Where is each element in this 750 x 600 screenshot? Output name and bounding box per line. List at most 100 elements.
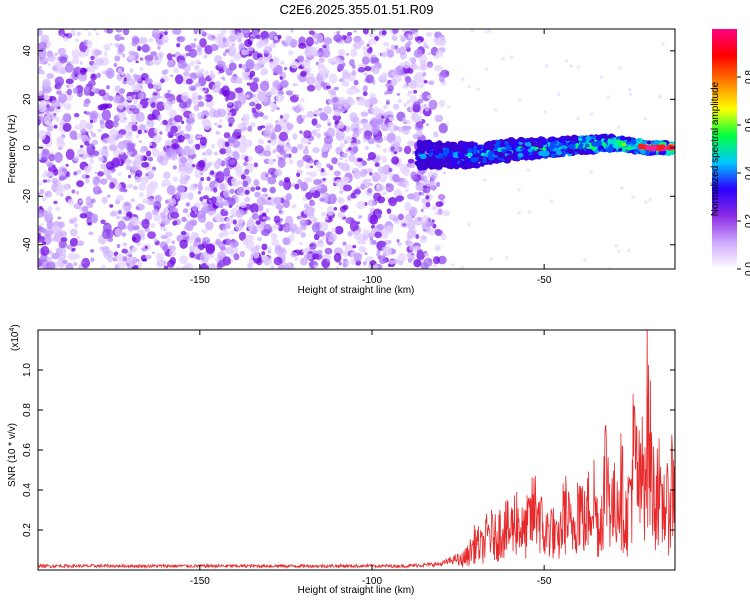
spectrogram-cell	[290, 146, 298, 154]
spectrogram-cell	[283, 176, 291, 183]
spectrogram-cell	[320, 81, 326, 87]
spectrogram-cell	[263, 49, 269, 54]
spectrogram-cell	[181, 216, 187, 223]
spectrogram-cell	[245, 234, 254, 242]
spectrogram-cell	[86, 143, 96, 156]
spectrogram-cell	[224, 157, 228, 162]
spectrogram-cell	[369, 97, 379, 105]
spectrogram-cell	[334, 225, 344, 235]
spectrogram-cell	[47, 62, 51, 67]
spectrogram-cell	[78, 51, 86, 58]
spectrogram-cell	[114, 42, 120, 48]
spectrogram-cell	[599, 75, 604, 79]
spectrogram-cell	[351, 70, 357, 76]
spectrogram-cell	[144, 54, 154, 62]
spectrogram-signal-cell	[507, 158, 511, 162]
spectrogram-cell	[440, 233, 447, 241]
spectrogram-cell	[79, 212, 88, 219]
spectrogram-signal-cell	[500, 144, 504, 148]
spectrogram-cell	[223, 189, 231, 198]
spectrogram-signal-cell	[613, 137, 617, 141]
spectrogram-cell	[118, 149, 125, 155]
spectrogram-cell	[342, 241, 347, 246]
spectrogram-cell	[204, 186, 211, 192]
spectrogram-cell	[309, 242, 317, 251]
spectrogram-signal-cell	[541, 147, 547, 152]
spectrogram-cell	[184, 44, 192, 52]
spectrogram-cell	[134, 153, 142, 162]
spectrogram-cell	[131, 107, 140, 115]
spectrogram-cell	[219, 197, 223, 201]
spectrogram-signal-cell	[507, 137, 515, 144]
spectrogram-cell	[141, 44, 150, 53]
spectrogram-signal-cell	[630, 139, 637, 145]
spectrogram-cell	[74, 124, 82, 130]
spectrogram-signal-cell	[507, 150, 513, 155]
spectrogram-cell	[301, 114, 308, 119]
spectrogram-cell	[345, 52, 350, 56]
spectrogram-cell	[199, 38, 207, 48]
spectrogram-cell	[333, 86, 339, 91]
spectrogram-cell	[53, 200, 58, 205]
spectrogram-cell	[237, 218, 244, 225]
spectrogram-cell	[151, 251, 156, 255]
spectrogram-cell	[306, 210, 313, 216]
spectrogram-cell	[299, 219, 308, 227]
spectrogram-cell	[60, 184, 69, 191]
spectrogram-cell	[279, 217, 284, 222]
spectrogram-cell	[197, 135, 202, 139]
spectrogram-cell	[187, 192, 194, 201]
spectrogram-cell	[267, 158, 275, 166]
spectrogram-cell	[136, 261, 143, 268]
spectrogram-cell	[435, 50, 444, 58]
spectrogram-cell	[138, 140, 143, 143]
spectrogram-cell	[137, 45, 142, 52]
spectrogram-cell	[165, 155, 169, 159]
spectrogram-cell	[128, 254, 133, 258]
spectrogram-cell	[347, 147, 352, 151]
spectrogram-signal-cell	[568, 143, 576, 150]
colorbar-tick-label: 0.0	[744, 262, 750, 276]
spectrogram-cell	[103, 51, 108, 57]
spectrogram-cell	[393, 125, 400, 131]
spectrogram-cell	[658, 95, 662, 99]
spectrogram-cell	[317, 63, 324, 69]
spectrogram-cell	[423, 41, 427, 45]
spectrogram-cell	[41, 148, 51, 161]
spectrogram-cell	[132, 219, 138, 226]
spectrogram-cell	[460, 265, 464, 269]
spectrogram-cell	[300, 181, 309, 192]
spectrogram-signal-cell	[549, 136, 556, 142]
spectrogram-cell	[390, 44, 396, 50]
spectrogram-cell	[413, 89, 418, 94]
spectrogram-cell	[549, 199, 554, 204]
snr-y-axis-title: SNR (10 * v/v)	[7, 423, 18, 487]
spectrogram-cell	[265, 216, 271, 221]
spectrogram-cell	[129, 68, 134, 73]
spectrogram-signal-cell	[435, 159, 440, 163]
spectrogram-cell	[189, 184, 196, 191]
spectrogram-cell	[146, 97, 154, 104]
spectrogram-cell	[286, 123, 294, 131]
spectrogram-signal-cell	[486, 143, 490, 147]
spectrogram-cell	[326, 259, 331, 263]
spectrogram-cell	[85, 111, 91, 116]
spectrogram-cell	[245, 59, 255, 70]
spectrogram-cell	[235, 77, 243, 85]
spectrogram-cell	[228, 159, 236, 165]
spectrogram-cell	[148, 180, 159, 190]
spectrogram-cell	[104, 119, 115, 129]
spectrogram-signal-cell	[417, 165, 424, 171]
spectrogram-cell	[576, 116, 580, 121]
spectrogram-cell	[109, 182, 115, 190]
spectrogram-cell	[275, 203, 284, 210]
spectrogram-cell	[277, 157, 286, 168]
spectrogram-cell	[288, 50, 294, 56]
spectrogram-cell	[255, 220, 261, 225]
snr-y-tick-label: 0.2	[22, 523, 33, 537]
spectrogram-signal-cell	[525, 156, 530, 160]
spectrogram-cell	[42, 78, 51, 89]
spectrogram-cell	[214, 214, 222, 222]
spectrogram-cell	[90, 249, 95, 253]
spectrogram-cell	[318, 57, 325, 63]
